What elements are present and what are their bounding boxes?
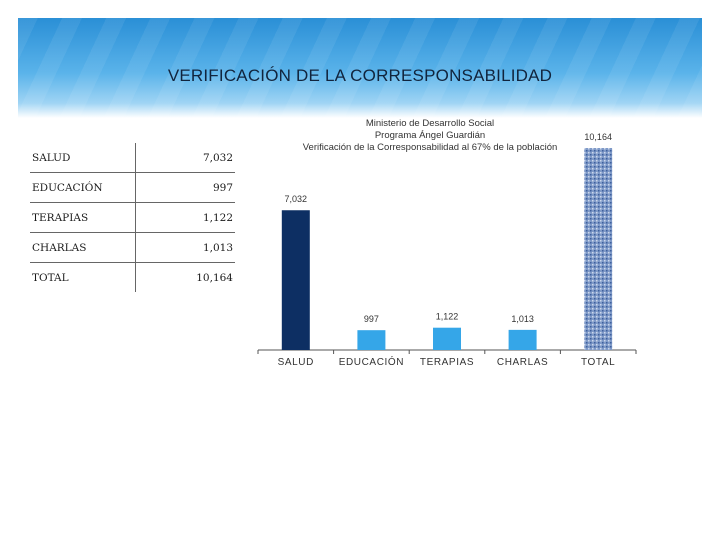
row-label: CHARLAS xyxy=(30,232,136,263)
row-value: 997 xyxy=(135,172,235,203)
bar-total xyxy=(584,148,613,350)
x-tick-label: CHARLAS xyxy=(497,357,548,368)
x-tick-label: TERAPIAS xyxy=(420,357,474,368)
header-banner xyxy=(18,18,702,118)
x-tick-label: EDUCACIÓN xyxy=(339,355,404,368)
page-title: VERIFICACIÓN DE LA CORRESPONSABILIDAD xyxy=(167,66,553,85)
data-label: 7,032 xyxy=(285,194,308,204)
bar-educación xyxy=(357,330,386,350)
row-label: SALUD xyxy=(30,143,136,173)
bar-salud xyxy=(281,210,310,350)
table-row: EDUCACIÓN 997 xyxy=(30,172,235,203)
row-value: 10,164 xyxy=(135,262,235,292)
row-value: 1,122 xyxy=(135,202,235,233)
row-label: TERAPIAS xyxy=(30,202,136,233)
chart-title: Ministerio de Desarrollo Social xyxy=(365,118,495,129)
x-tick-label: SALUD xyxy=(278,357,314,368)
banner-background xyxy=(18,18,702,118)
data-table: SALUD 7,032 EDUCACIÓN 997 TERAPIAS 1,122 CHARL… xyxy=(30,143,235,292)
bar-charlas xyxy=(508,329,537,350)
bar-terapias xyxy=(433,327,461,350)
data-label: 10,164 xyxy=(584,132,612,142)
data-label: 1,122 xyxy=(436,312,459,322)
row-label: TOTAL xyxy=(30,262,136,292)
chart-subtitle: Programa Ángel Guardián xyxy=(374,130,486,141)
data-label: 1,013 xyxy=(511,314,534,324)
table-row: TOTAL 10,164 xyxy=(30,262,235,292)
row-value: 1,013 xyxy=(135,232,235,263)
row-label: EDUCACIÓN xyxy=(30,172,136,203)
data-label: 997 xyxy=(364,314,379,324)
chart-subtitle-2: Verificación de la Corresponsabilidad al… xyxy=(302,142,558,153)
row-value: 7,032 xyxy=(202,151,233,164)
table-row: TERAPIAS 1,122 xyxy=(30,202,235,233)
table-row: CHARLAS 1,013 xyxy=(30,232,235,263)
x-tick-label: TOTAL xyxy=(581,357,615,368)
table-row: SALUD 7,032 xyxy=(30,143,235,173)
